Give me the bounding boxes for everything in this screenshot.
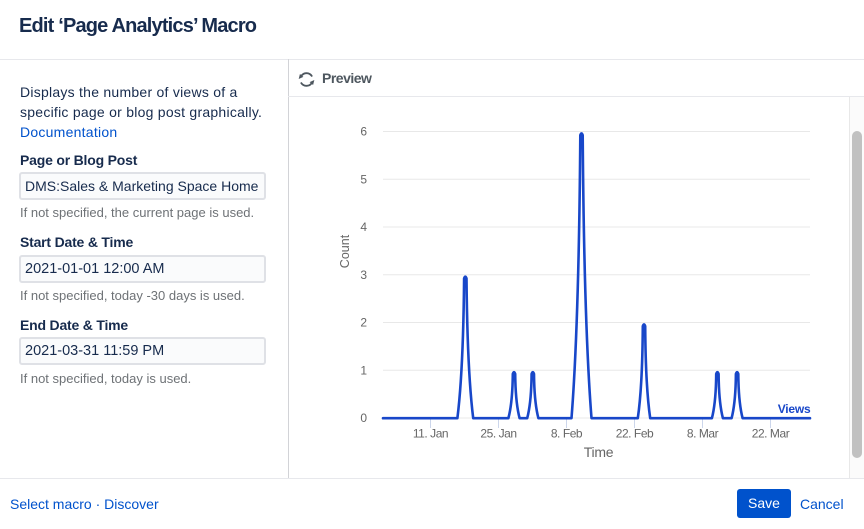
svg-text:8. Mar: 8. Mar xyxy=(687,427,719,441)
svg-text:6: 6 xyxy=(360,125,367,139)
svg-text:8. Feb: 8. Feb xyxy=(551,427,583,441)
svg-text:3: 3 xyxy=(360,268,367,282)
svg-text:2: 2 xyxy=(360,316,367,330)
svg-text:11. Jan: 11. Jan xyxy=(413,427,448,441)
svg-text:25. Jan: 25. Jan xyxy=(480,427,516,441)
svg-text:4: 4 xyxy=(360,220,367,234)
svg-text:Views: Views xyxy=(778,402,811,416)
svg-text:22. Feb: 22. Feb xyxy=(616,427,654,441)
svg-text:Time: Time xyxy=(584,444,614,460)
svg-text:Count: Count xyxy=(338,234,352,268)
svg-text:0: 0 xyxy=(360,411,367,425)
svg-text:1: 1 xyxy=(360,363,367,377)
svg-text:22. Mar: 22. Mar xyxy=(752,427,790,441)
svg-text:5: 5 xyxy=(360,172,367,186)
